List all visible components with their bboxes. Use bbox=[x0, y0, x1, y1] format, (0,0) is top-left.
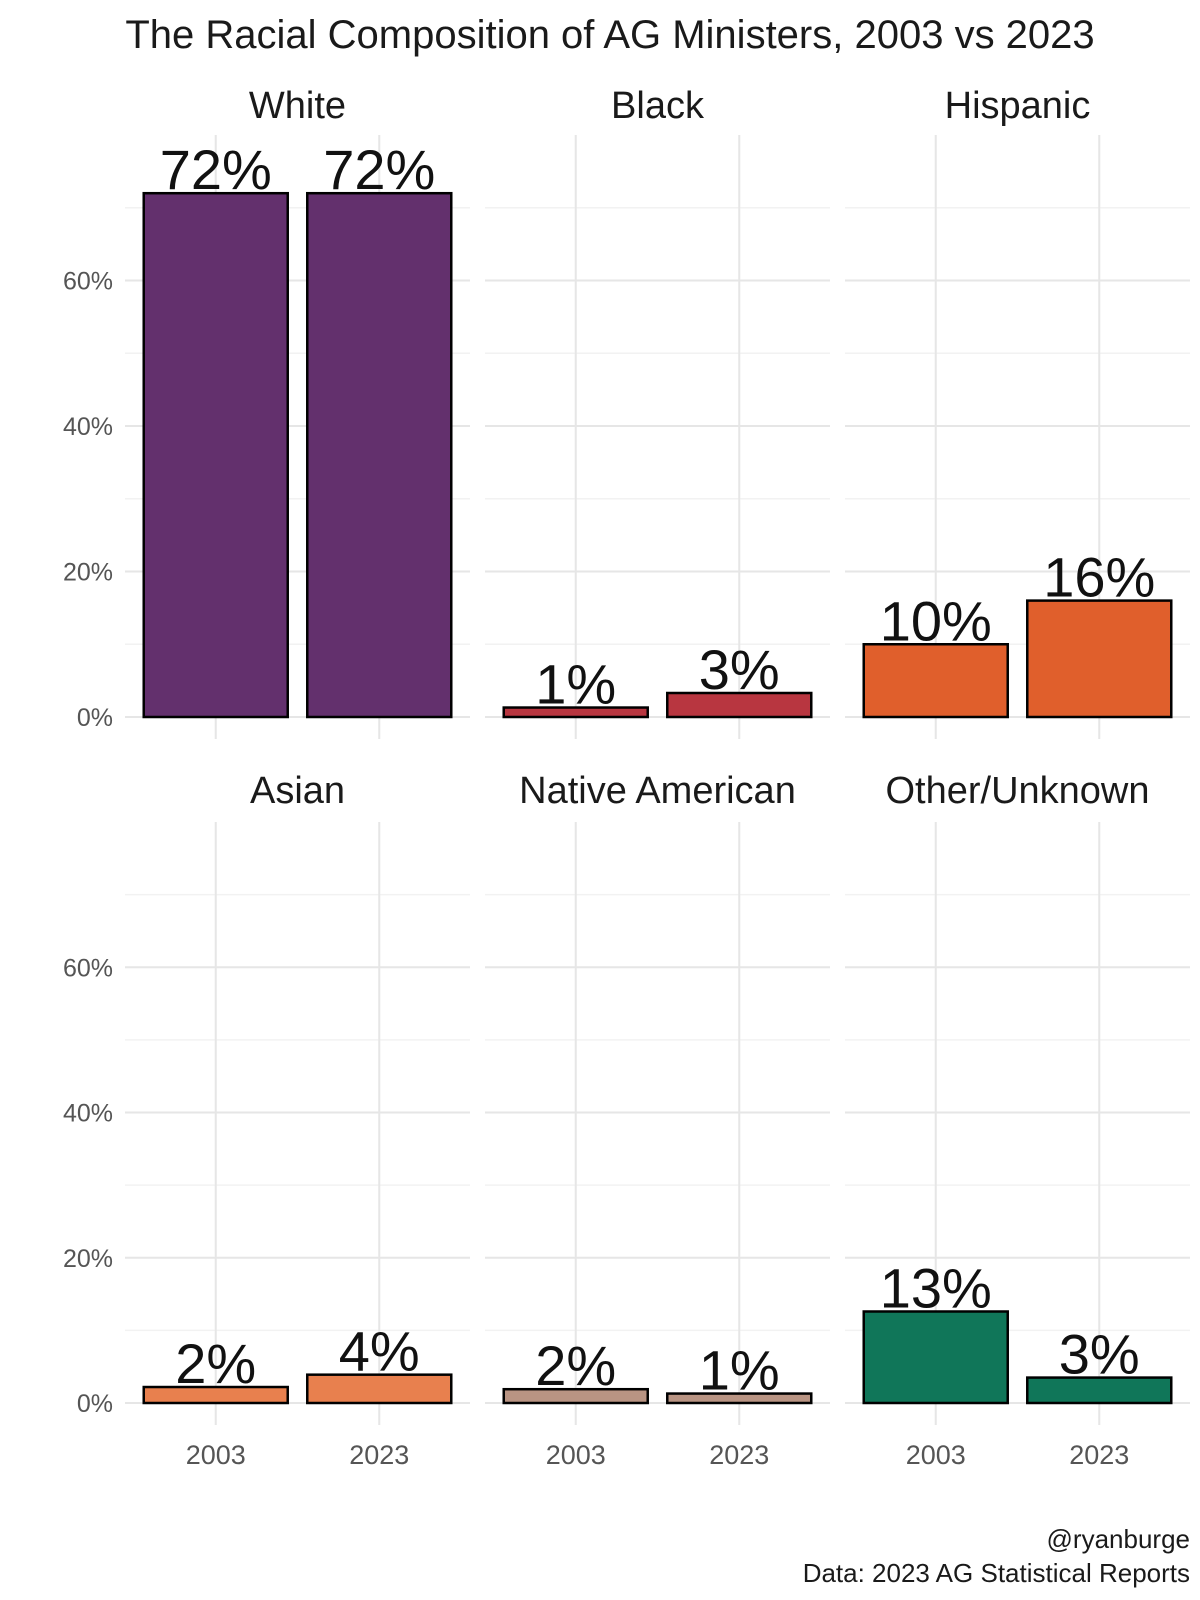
y-tick-label: 40% bbox=[63, 1100, 113, 1128]
x-tick-label: 2023 bbox=[1069, 1440, 1129, 1470]
plot-area: White 72% 72% 0% 20% 40% 60% Black 1% 3% Hispanic 1… bbox=[63, 85, 1190, 1470]
facet-label-hispanic: Hispanic bbox=[945, 85, 1091, 127]
bar-other-unknown-2003 bbox=[862, 1310, 1009, 1405]
x-tick-label: 2023 bbox=[709, 1440, 769, 1470]
data-label-native-american-2003: 2% bbox=[535, 1334, 616, 1397]
bar-hispanic-2003 bbox=[862, 643, 1009, 719]
y-tick-label: 60% bbox=[63, 268, 113, 296]
bar-black-2023 bbox=[666, 691, 813, 719]
facet-label-white: White bbox=[249, 85, 346, 127]
x-tick-label: 2003 bbox=[186, 1440, 246, 1470]
caption-source: Data: 2023 AG Statistical Reports bbox=[803, 1558, 1190, 1588]
bar-asian-2003 bbox=[142, 1385, 289, 1405]
data-label-white-2023: 72% bbox=[323, 138, 435, 201]
data-label-native-american-2023: 1% bbox=[699, 1339, 780, 1402]
bar-white-2003 bbox=[142, 191, 289, 719]
y-tick-label: 40% bbox=[63, 413, 113, 441]
data-label-other-unknown-2003: 13% bbox=[880, 1256, 992, 1319]
data-label-black-2003: 1% bbox=[535, 653, 616, 716]
y-tick-label: 0% bbox=[77, 1390, 113, 1418]
bar-white-2023 bbox=[306, 191, 453, 719]
data-label-other-unknown-2023: 3% bbox=[1059, 1323, 1140, 1386]
facet-label-asian: Asian bbox=[250, 770, 345, 812]
data-label-hispanic-2023: 16% bbox=[1043, 546, 1155, 609]
bar-hispanic-2023 bbox=[1026, 599, 1173, 719]
chart-title: The Racial Composition of AG Ministers, … bbox=[125, 13, 1094, 57]
x-tick-label: 2003 bbox=[546, 1440, 606, 1470]
data-label-white-2003: 72% bbox=[160, 138, 272, 201]
bar-asian-2023 bbox=[306, 1373, 453, 1405]
data-label-asian-2003: 2% bbox=[175, 1332, 256, 1395]
x-tick-label: 2023 bbox=[349, 1440, 409, 1470]
facet-label-other-unknown: Other/Unknown bbox=[885, 770, 1149, 812]
y-tick-label: 60% bbox=[63, 954, 113, 982]
bar-black-2003 bbox=[502, 706, 649, 719]
facet-label-native-american: Native American bbox=[519, 770, 796, 812]
data-label-black-2023: 3% bbox=[699, 638, 780, 701]
y-tick-label: 0% bbox=[77, 704, 113, 732]
bar-other-unknown-2023 bbox=[1026, 1376, 1173, 1405]
bar-native-american-2003 bbox=[502, 1387, 649, 1405]
facet-label-black: Black bbox=[611, 85, 705, 127]
y-tick-label: 20% bbox=[63, 559, 113, 587]
y-tick-label: 20% bbox=[63, 1245, 113, 1273]
x-tick-label: 2003 bbox=[906, 1440, 966, 1470]
caption-handle: @ryanburge bbox=[1047, 1524, 1190, 1554]
bar-native-american-2023 bbox=[666, 1392, 813, 1405]
data-label-hispanic-2003: 10% bbox=[880, 589, 992, 652]
data-label-asian-2023: 4% bbox=[339, 1320, 420, 1383]
